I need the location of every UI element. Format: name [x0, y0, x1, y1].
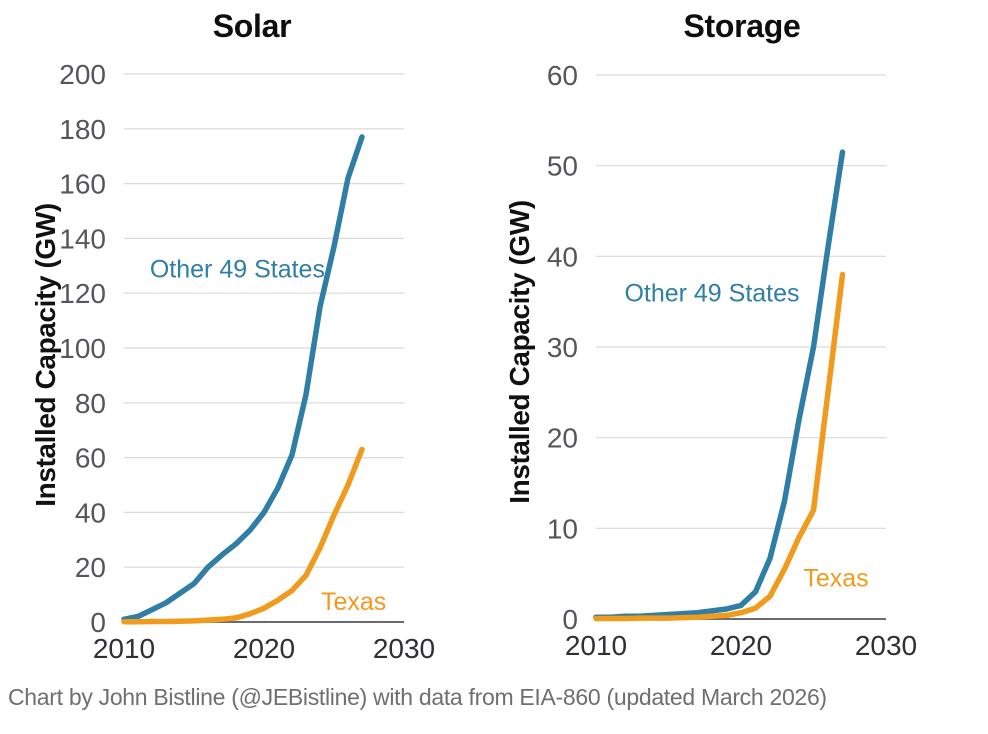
solar-y-tick-180: 180: [59, 114, 106, 145]
solar-series-label-other-49-states: Other 49 States: [150, 256, 325, 284]
solar-y-tick-20: 20: [75, 552, 106, 583]
solar-series-label-texas: Texas: [321, 588, 386, 616]
solar-x-tick-2020: 2020: [233, 633, 295, 664]
solar-x-tick-2030: 2030: [373, 633, 435, 664]
solar-line-texas: [121, 446, 365, 625]
storage-y-tick-20: 20: [547, 423, 578, 454]
storage-x-tick-2020: 2020: [710, 630, 772, 661]
storage-line-texas: [593, 271, 846, 622]
storage-y-tick-60: 60: [547, 60, 578, 91]
solar-y-tick-140: 140: [59, 223, 106, 254]
solar-y-tick-0: 0: [90, 607, 106, 638]
solar-y-tick-200: 200: [59, 59, 106, 90]
chart-caption: Chart by John Bistline (@JEBistline) wit…: [8, 684, 827, 710]
solar-y-tick-100: 100: [59, 333, 106, 364]
storage-series-label-other-49-states: Other 49 States: [624, 280, 799, 308]
solar-y-tick-60: 60: [75, 443, 106, 474]
solar-y-tick-160: 160: [59, 169, 106, 200]
storage-x-tick-2010: 2010: [565, 630, 627, 661]
storage-y-tick-0: 0: [562, 604, 578, 635]
solar-y-tick-80: 80: [75, 388, 106, 419]
storage-line-other-49-states: [593, 149, 846, 620]
chart-title-solar: Solar: [212, 8, 292, 44]
chart-title-storage: Storage: [683, 8, 801, 44]
solar-line-other-49-states: [121, 134, 365, 623]
storage-y-tick-30: 30: [547, 332, 578, 363]
storage-x-tick-2030: 2030: [855, 630, 917, 661]
storage-y-tick-10: 10: [547, 513, 578, 544]
storage-y-tick-50: 50: [547, 151, 578, 182]
storage-y-tick-40: 40: [547, 241, 578, 272]
y-axis-label-solar: Installed Capacity (GW): [30, 203, 61, 507]
storage-series-label-texas: Texas: [803, 564, 868, 592]
solar-y-tick-40: 40: [75, 497, 106, 528]
solar-x-tick-2010: 2010: [93, 633, 155, 664]
solar-y-tick-120: 120: [59, 278, 106, 309]
y-axis-label-storage: Installed Capacity (GW): [504, 200, 535, 504]
